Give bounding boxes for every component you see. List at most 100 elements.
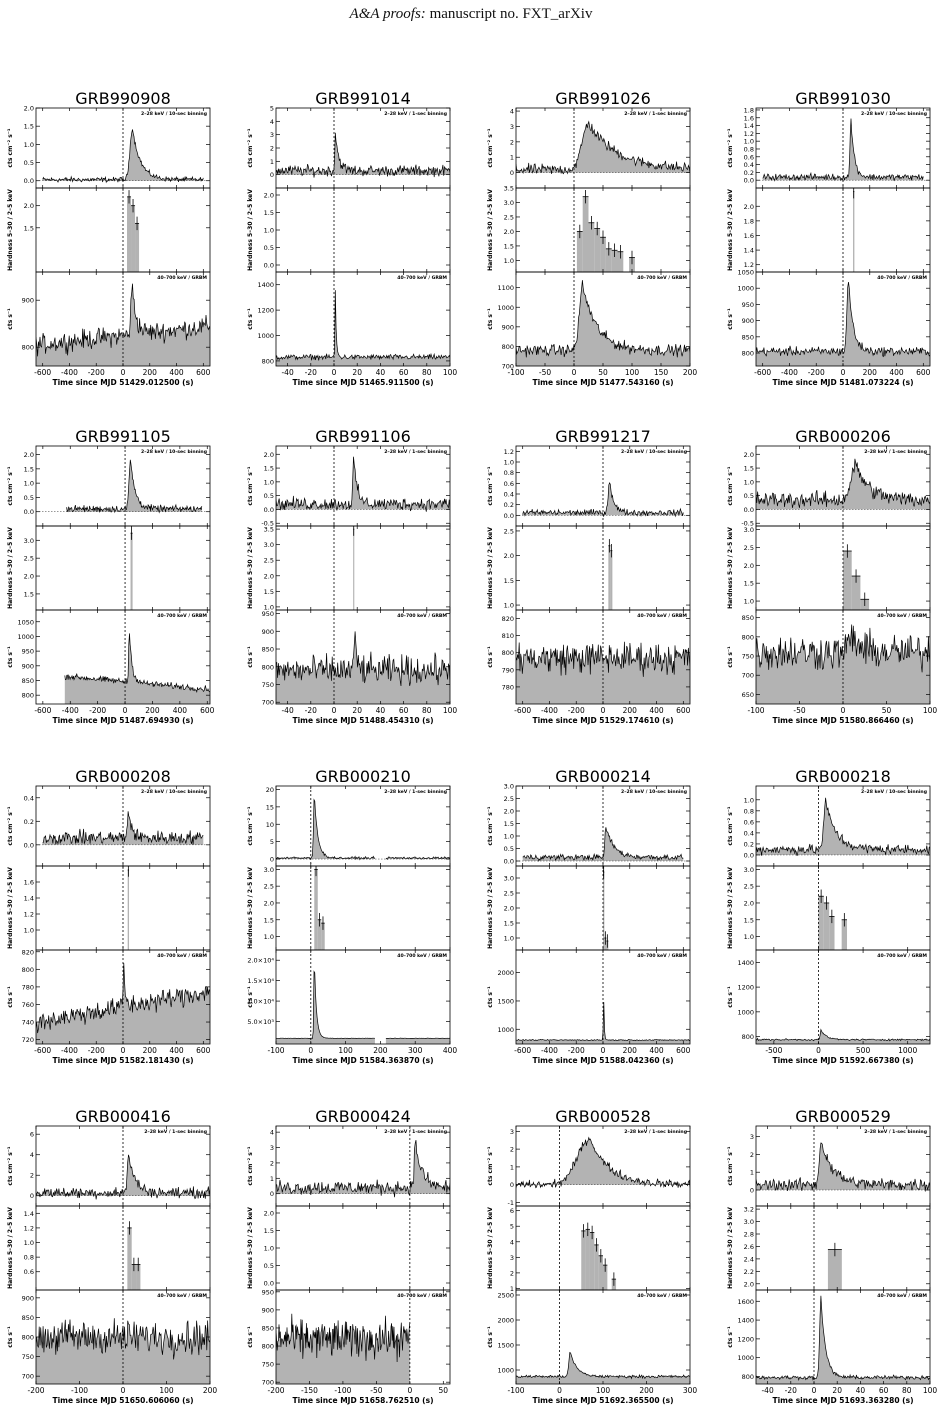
hardness-bar <box>317 919 322 950</box>
panel-annotation: 2–28 keV / 10-sec binning <box>861 789 927 795</box>
x-tick-label: -200 <box>88 368 105 377</box>
panel-frame <box>275 609 451 705</box>
chart-title: GRB000416 <box>75 1107 171 1126</box>
y-tick-label: 1.5 <box>264 465 274 473</box>
y-axis-label: cts s⁻¹ <box>7 1326 14 1348</box>
y-tick-label: 2.5 <box>504 213 514 221</box>
panel-frame <box>755 1205 931 1291</box>
panel-annotation: 2–28 keV / 1-sec binning <box>624 1129 687 1135</box>
lightcurve-fill <box>276 290 450 366</box>
y-tick-label: 5 <box>270 105 274 113</box>
panel-frame <box>755 949 931 1045</box>
y-tick-label: 1.0 <box>744 478 754 486</box>
y-tick-label: 1500 <box>497 997 514 1005</box>
y-axis-label: cts s⁻¹ <box>727 308 734 330</box>
y-tick-label: 1400 <box>737 1317 754 1325</box>
data-area <box>608 539 613 610</box>
x-tick-label: 50 <box>598 368 608 377</box>
panel-xray-lightcurve: 0 2 4 6 cts cm⁻² s⁻¹ 2–28 keV / 1-sec binning <box>7 1125 211 1207</box>
chart-grb991026: GRB991026 0 1 2 3 4 cts cm⁻² s⁻¹ 2–28 keV / 1-s… <box>487 89 697 387</box>
y-tick-label: 0.4 <box>24 794 34 802</box>
y-tick-label: 2.0 <box>504 905 514 913</box>
panel-xray-lightcurve: 0.0 0.2 0.4 0.6 0.8 1.0 cts cm⁻² s⁻¹ 2–28 keV /… <box>727 785 931 867</box>
panel-annotation: 40–700 keV / GRBM <box>397 275 447 281</box>
page-header: A&A proofs: manuscript no. FXT_arXiv <box>0 6 942 23</box>
y-axis-label: Hardness 5–30 / 2–5 keV <box>247 1207 254 1289</box>
y-tick-label: 800 <box>502 343 514 351</box>
y-tick-label: 3.0 <box>504 199 514 207</box>
y-tick-label: 2.5 <box>504 890 514 898</box>
chart-title: GRB991217 <box>555 427 651 446</box>
panel-xray-lightcurve: -1 0 1 2 3 cts cm⁻² s⁻¹ 2–28 keV / 1-sec binni… <box>487 1125 691 1207</box>
y-tick-label: 0.0 <box>264 262 274 270</box>
x-tick-label: 200 <box>373 1046 388 1055</box>
y-tick-label: 1.0 <box>744 933 754 941</box>
data-area <box>516 1351 690 1384</box>
chart-grb000218: GRB000218 0.0 0.2 0.4 0.6 0.8 1.0 cts cm⁻² s⁻¹ 2… <box>727 767 931 1065</box>
y-axis-label: cts s⁻¹ <box>7 646 14 668</box>
lightcurve-line <box>756 1295 930 1382</box>
y-tick-label: 800 <box>742 350 754 358</box>
y-tick-label: 2.5 <box>504 795 514 803</box>
panel-annotation: 2–28 keV / 1-sec binning <box>384 1129 447 1135</box>
y-axis-label: Hardness 5–30 / 2–5 keV <box>7 1207 14 1289</box>
x-tick-label: 0 <box>121 1046 126 1055</box>
y-tick-label: 1.0 <box>504 833 514 841</box>
data-area <box>516 1136 690 1189</box>
lightcurve-fill <box>276 799 375 860</box>
y-axis-label: cts s⁻¹ <box>487 646 494 668</box>
lightcurve-line <box>276 1313 411 1363</box>
y-tick-label: 4 <box>270 118 274 126</box>
y-tick-label: 0.5 <box>744 492 754 500</box>
panel-annotation: 40–700 keV / GRBM <box>397 613 447 619</box>
y-tick-label: 1.6 <box>24 879 34 887</box>
x-tick-label: -600 <box>514 706 531 715</box>
x-tick-label: -50 <box>793 706 805 715</box>
x-tick-label: -100 <box>507 368 524 377</box>
lightcurve-line <box>385 856 450 860</box>
y-axis-label: Hardness 5–30 / 2–5 keV <box>727 527 734 609</box>
y-tick-label: 1.0 <box>744 138 754 146</box>
panel-annotation: 2–28 keV / 1-sec binning <box>864 1129 927 1135</box>
y-tick-label: 900 <box>22 662 34 670</box>
panel-xray-lightcurve: 0 1 2 3 cts cm⁻² s⁻¹ 2–28 keV / 1-sec binning <box>727 1125 931 1207</box>
y-tick-label: 3 <box>270 1144 274 1152</box>
y-tick-label: 3.2 <box>744 1206 754 1214</box>
x-axis-label: Time since MJD 51692.365500 (s) <box>533 1396 674 1405</box>
x-tick-label: 400 <box>649 1046 664 1055</box>
lightcurve-fill <box>64 633 210 704</box>
chart-title: GRB990908 <box>75 89 171 108</box>
x-tick-label: 80 <box>902 1386 912 1395</box>
hardness-bar <box>608 545 611 610</box>
hardness-bar <box>841 919 848 950</box>
x-tick-label: 20 <box>832 1386 842 1395</box>
x-tick-label: -200 <box>88 1046 105 1055</box>
y-tick-label: 1.5 <box>264 209 274 217</box>
hardness-bar <box>131 205 136 272</box>
panel-hardness-ratio: 1.0 1.5 2.0 2.5 Hardness 5–30 / 2–5 keV <box>487 525 691 611</box>
x-tick-label: -100 <box>267 1046 284 1055</box>
panel-xray-lightcurve: -0.5 0.0 0.5 1.0 1.5 2.0 cts cm⁻² s⁻¹ 2–28 keV … <box>727 445 931 528</box>
y-tick-label: 800 <box>742 1373 754 1381</box>
x-axis-label: Time since MJD 51465.911500 (s) <box>293 378 434 387</box>
y-axis-label: Hardness 5–30 / 2–5 keV <box>7 189 14 271</box>
panel-frame <box>275 785 451 867</box>
y-tick-label: 5 <box>270 838 274 846</box>
y-tick-label: 1.4 <box>24 1210 34 1218</box>
x-tick-label: -200 <box>808 368 825 377</box>
chart-title: GRB991105 <box>75 427 171 446</box>
y-tick-label: 850 <box>742 333 754 341</box>
panel-xray-lightcurve: -0.5 0.0 0.5 1.0 1.5 2.0 cts cm⁻² s⁻¹ 2–28 keV … <box>247 445 451 528</box>
y-tick-label: 1.0×10⁴ <box>247 998 274 1006</box>
lightcurve-fill <box>756 797 930 856</box>
y-tick-label: 2.0 <box>24 105 34 113</box>
y-tick-label: 800 <box>22 1334 34 1342</box>
y-tick-label: 780 <box>22 983 34 991</box>
y-axis-label: cts cm⁻² s⁻¹ <box>727 1146 734 1186</box>
x-tick-label: 1000 <box>898 1046 917 1055</box>
x-tick-label: 300 <box>408 1046 423 1055</box>
lightcurve-fill <box>756 458 930 510</box>
y-tick-label: 20 <box>266 786 274 794</box>
hardness-bar <box>823 902 830 950</box>
x-tick-label: 200 <box>863 368 878 377</box>
